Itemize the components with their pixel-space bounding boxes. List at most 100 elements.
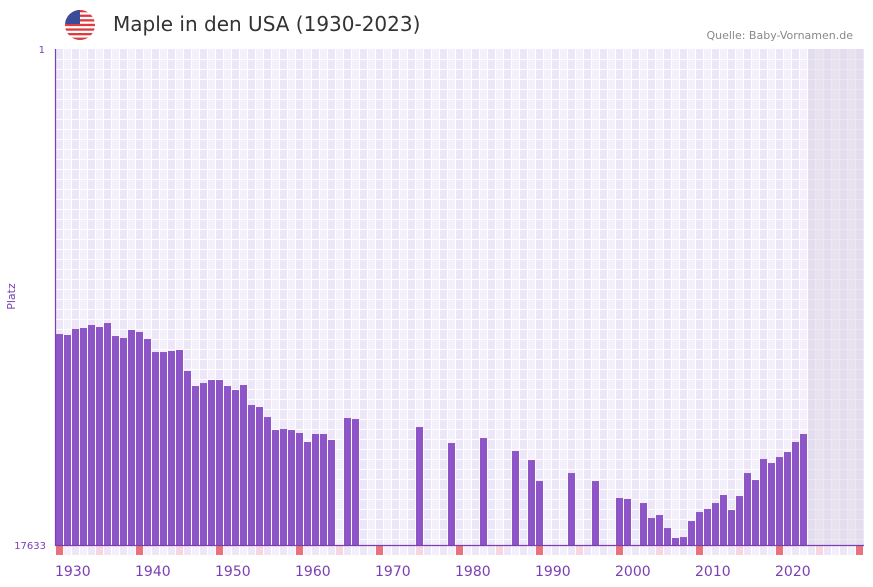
grid-column bbox=[656, 49, 663, 545]
grid-column bbox=[72, 49, 79, 545]
year-marker bbox=[432, 546, 439, 555]
bar-2016 bbox=[744, 473, 751, 545]
year-marker bbox=[224, 546, 231, 555]
year-marker bbox=[320, 546, 327, 555]
year-marker bbox=[80, 546, 87, 555]
year-marker bbox=[192, 546, 199, 555]
grid-column bbox=[672, 49, 679, 545]
year-marker bbox=[528, 546, 535, 555]
year-marker bbox=[176, 546, 183, 555]
grid-column bbox=[224, 49, 231, 545]
grid-column bbox=[736, 49, 743, 545]
bar-2012 bbox=[712, 503, 719, 545]
year-marker bbox=[400, 546, 407, 555]
year-marker bbox=[816, 546, 823, 555]
grid-column bbox=[704, 49, 711, 545]
year-marker bbox=[600, 546, 607, 555]
grid-column bbox=[376, 49, 383, 545]
grid-column bbox=[496, 49, 503, 545]
grid-column bbox=[480, 49, 487, 545]
bar-1961 bbox=[304, 442, 311, 545]
grid-column bbox=[680, 49, 687, 545]
bar-1941 bbox=[144, 339, 151, 545]
year-marker bbox=[488, 546, 495, 555]
grid-column bbox=[584, 49, 591, 545]
year-marker bbox=[168, 546, 175, 555]
grid-column bbox=[168, 49, 175, 545]
source-link[interactable]: Quelle: Baby-Vornamen.de bbox=[706, 29, 853, 42]
year-marker bbox=[472, 546, 479, 555]
future-shade bbox=[808, 49, 864, 545]
grid-column bbox=[336, 49, 343, 545]
grid-column bbox=[304, 49, 311, 545]
year-marker bbox=[336, 546, 343, 555]
year-marker bbox=[832, 546, 839, 555]
grid-column bbox=[768, 49, 775, 545]
bar-2014 bbox=[728, 510, 735, 545]
grid-column bbox=[536, 49, 543, 545]
year-marker bbox=[552, 546, 559, 555]
year-marker bbox=[248, 546, 255, 555]
grid-column bbox=[80, 49, 87, 545]
grid-column bbox=[104, 49, 111, 545]
year-marker bbox=[776, 546, 783, 555]
grid-column bbox=[56, 49, 63, 545]
chart-title: Maple in den USA (1930-2023) bbox=[113, 12, 421, 36]
x-tick-label: 1990 bbox=[535, 564, 571, 580]
year-marker bbox=[368, 546, 375, 555]
year-marker bbox=[376, 546, 383, 555]
bar-1963 bbox=[320, 434, 327, 545]
x-tick-label: 1930 bbox=[55, 564, 91, 580]
year-marker bbox=[768, 546, 775, 555]
bar-1931 bbox=[64, 335, 71, 545]
x-tick-label: 2020 bbox=[775, 564, 811, 580]
year-marker bbox=[480, 546, 487, 555]
year-marker bbox=[720, 546, 727, 555]
bar-1964 bbox=[328, 440, 335, 545]
grid-column bbox=[248, 49, 255, 545]
bar-1933 bbox=[80, 328, 87, 545]
grid-column bbox=[800, 49, 807, 545]
year-marker bbox=[536, 546, 543, 555]
bar-1962 bbox=[312, 434, 319, 545]
grid-column bbox=[688, 49, 695, 545]
year-marker bbox=[184, 546, 191, 555]
grid-column bbox=[592, 49, 599, 545]
grid-column bbox=[136, 49, 143, 545]
bar-2011 bbox=[704, 509, 711, 545]
year-marker bbox=[72, 546, 79, 555]
grid-column bbox=[464, 49, 471, 545]
grid-column bbox=[504, 49, 511, 545]
grid-column bbox=[520, 49, 527, 545]
year-marker bbox=[808, 546, 815, 555]
grid-column bbox=[368, 49, 375, 545]
bar-2013 bbox=[720, 495, 727, 545]
bar-1949 bbox=[208, 380, 215, 545]
year-marker bbox=[456, 546, 463, 555]
grid-column bbox=[744, 49, 751, 545]
bar-1940 bbox=[136, 331, 143, 545]
grid-column bbox=[600, 49, 607, 545]
grid-column bbox=[456, 49, 463, 545]
year-marker bbox=[160, 546, 167, 555]
bar-1944 bbox=[168, 351, 175, 545]
grid-column bbox=[720, 49, 727, 545]
bar-1994 bbox=[568, 473, 575, 545]
grid-column bbox=[648, 49, 655, 545]
bar-1934 bbox=[88, 325, 95, 545]
grid-column bbox=[776, 49, 783, 545]
year-marker bbox=[152, 546, 159, 555]
bar-1936 bbox=[104, 323, 111, 545]
year-marker bbox=[728, 546, 735, 555]
bar-1975 bbox=[416, 427, 423, 545]
grid-column bbox=[392, 49, 399, 545]
grid-column bbox=[288, 49, 295, 545]
year-marker bbox=[216, 546, 223, 555]
bar-1954 bbox=[248, 405, 255, 545]
grid-column bbox=[360, 49, 367, 545]
year-marker bbox=[392, 546, 399, 555]
us-flag-icon bbox=[65, 10, 95, 40]
grid-column bbox=[608, 49, 615, 545]
grid-column bbox=[312, 49, 319, 545]
year-marker bbox=[592, 546, 599, 555]
